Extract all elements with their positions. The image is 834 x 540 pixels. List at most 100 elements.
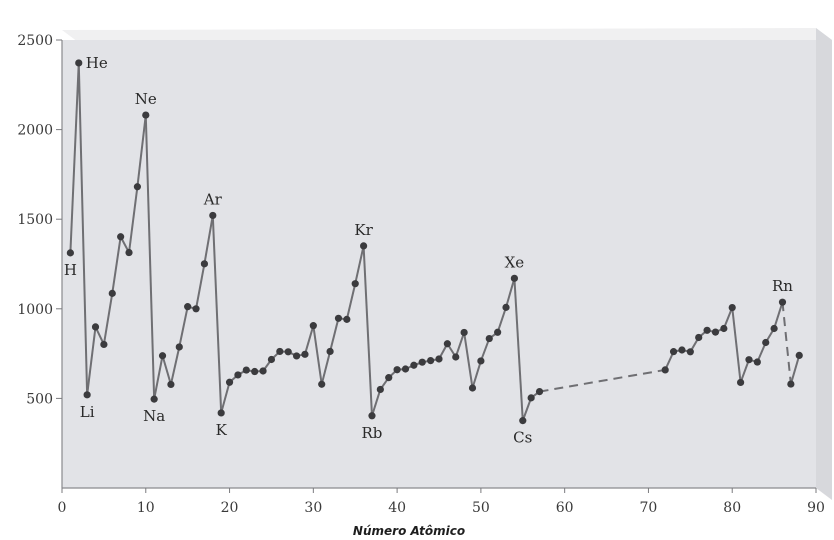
x-tick-label: 20 — [221, 500, 239, 516]
data-point — [452, 353, 460, 361]
series-segment — [220, 382, 231, 414]
data-point — [753, 358, 761, 366]
y-axis-ticks: 500 1000 1500 2000 2500 — [17, 33, 62, 407]
x-tick-label: 60 — [556, 500, 574, 516]
y-tick-label: 2000 — [17, 123, 53, 139]
x-axis-ticks: 0 10 20 30 40 50 60 70 80 90 — [58, 488, 825, 516]
element-label: H — [64, 261, 77, 279]
data-point — [661, 366, 669, 374]
data-point — [519, 417, 527, 425]
data-point — [184, 303, 192, 311]
data-point — [66, 249, 74, 257]
plot-panel — [62, 40, 816, 488]
x-tick-label: 10 — [137, 500, 155, 516]
element-label: Xe — [505, 253, 525, 271]
panel-top-face — [62, 28, 832, 42]
series-segment — [203, 215, 214, 264]
series-segment — [144, 115, 156, 400]
data-point — [778, 298, 787, 306]
data-point — [795, 351, 803, 359]
ionization-series — [69, 62, 801, 421]
data-point — [117, 233, 125, 241]
data-point — [393, 366, 401, 374]
data-point — [460, 328, 468, 337]
data-point — [142, 111, 150, 119]
data-point — [770, 324, 778, 333]
data-point — [410, 361, 418, 369]
data-point — [108, 289, 116, 297]
series-segment — [77, 62, 89, 395]
data-point — [167, 380, 175, 389]
element-label: He — [86, 54, 108, 72]
series-segment — [102, 293, 114, 345]
data-point — [477, 357, 485, 365]
x-tick-label: 90 — [807, 500, 825, 516]
data-point — [728, 303, 736, 312]
series-segment — [111, 236, 122, 294]
series-segment — [371, 389, 382, 417]
series-segment — [153, 355, 164, 400]
data-point — [251, 367, 259, 376]
series-segment — [320, 351, 332, 385]
element-label: Rn — [772, 277, 793, 295]
data-point — [787, 380, 795, 388]
data-point — [309, 322, 317, 330]
series-segment — [169, 346, 181, 385]
data-point — [711, 328, 720, 336]
data-point — [125, 248, 133, 257]
data-point — [133, 183, 141, 191]
data-point — [83, 391, 91, 399]
data-point — [762, 338, 770, 347]
series-segment — [496, 307, 507, 333]
data-point — [435, 355, 443, 363]
series-segment — [178, 306, 189, 348]
series-segment — [773, 301, 784, 329]
data-point — [368, 412, 376, 420]
element-label: Kr — [354, 221, 373, 239]
series-segment — [345, 283, 357, 320]
series-segment — [521, 397, 533, 421]
y-tick-label: 2500 — [17, 33, 53, 49]
element-label: Na — [143, 407, 165, 425]
series-segment — [128, 186, 139, 253]
data-point — [720, 324, 728, 333]
series-segment — [479, 338, 491, 362]
data-point — [502, 303, 510, 311]
panel-side-face — [816, 28, 832, 500]
data-point — [200, 260, 209, 268]
series-segment — [354, 245, 365, 284]
data-point — [334, 314, 343, 322]
data-point — [284, 348, 292, 356]
series-segment — [463, 332, 474, 389]
data-point — [360, 242, 368, 250]
x-tick-label: 30 — [304, 500, 322, 516]
data-point — [234, 371, 242, 379]
data-point — [745, 356, 753, 364]
x-tick-label: 70 — [640, 500, 658, 516]
element-labels: H He Li Ne Na Ar K Kr Rb Xe Cs Rn — [64, 54, 793, 447]
data-point — [427, 356, 435, 365]
data-point — [301, 350, 309, 358]
element-label: K — [216, 421, 228, 439]
data-point — [351, 280, 359, 288]
series-segment — [454, 332, 466, 358]
x-axis-title: Número Atômico — [353, 524, 465, 538]
series-segment — [739, 359, 750, 383]
series-segment — [303, 325, 315, 355]
x-tick-label: 50 — [472, 500, 490, 516]
data-point — [443, 340, 451, 348]
data-point — [225, 378, 234, 386]
data-point — [737, 378, 745, 387]
series-dashed-segment — [539, 368, 666, 393]
series-segment — [136, 114, 147, 187]
series-segment — [69, 62, 80, 253]
series-segment — [789, 355, 801, 385]
y-tick-label: 1500 — [17, 212, 53, 228]
series-segment — [312, 325, 323, 385]
x-tick-label: 0 — [58, 500, 67, 516]
data-point — [669, 348, 678, 356]
data-point — [100, 340, 108, 349]
data-point — [401, 365, 410, 373]
data-point — [535, 387, 544, 396]
